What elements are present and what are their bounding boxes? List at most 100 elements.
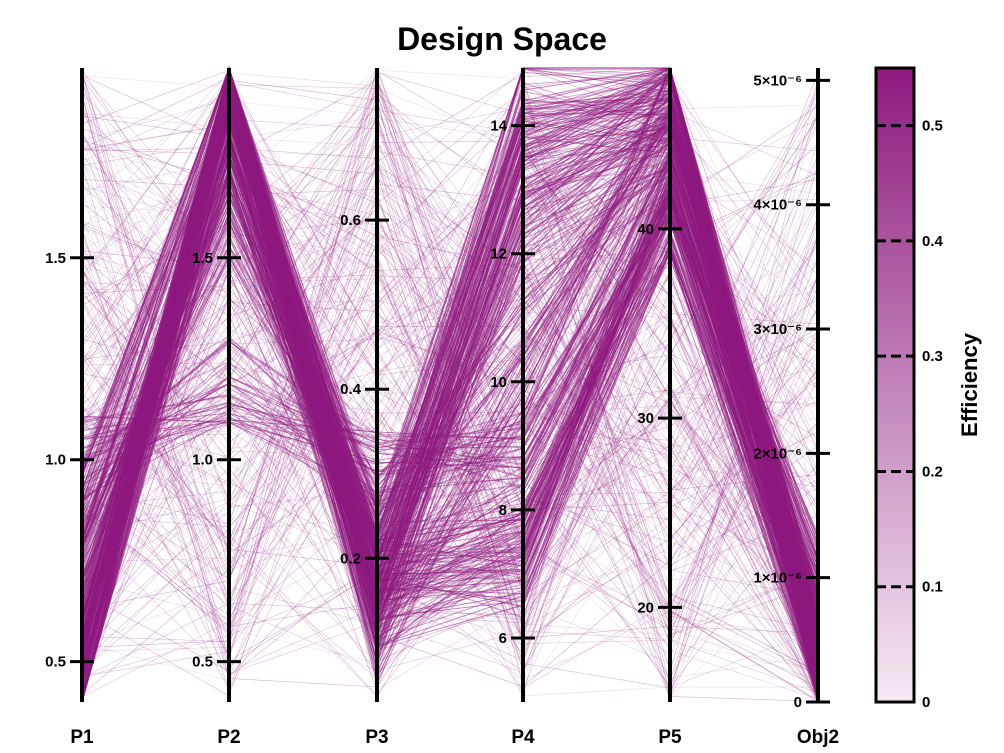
data-line xyxy=(81,72,819,582)
data-line xyxy=(81,72,819,580)
colorbar-gradient xyxy=(874,66,916,704)
data-line xyxy=(81,137,819,486)
data-line xyxy=(81,130,819,679)
data-line xyxy=(81,233,819,668)
tick-label: 20 xyxy=(637,599,654,616)
data-line xyxy=(81,193,819,561)
data-line xyxy=(81,139,819,681)
tick-label: 6 xyxy=(499,630,507,647)
data-line xyxy=(81,183,819,581)
data-line xyxy=(81,241,819,633)
data-line xyxy=(81,155,819,473)
data-line xyxy=(81,109,819,697)
data-line xyxy=(81,170,819,678)
data-line xyxy=(81,259,819,698)
data-line xyxy=(81,130,819,638)
data-line xyxy=(81,215,819,562)
colorbar-tick-label: 0.1 xyxy=(922,579,943,596)
colorbar-tick-label: 0 xyxy=(922,694,930,711)
data-line xyxy=(81,186,819,602)
tick-label: 12 xyxy=(490,246,507,263)
tick-label: 2×10⁻⁶ xyxy=(753,445,802,462)
data-line xyxy=(81,313,819,662)
data-line xyxy=(81,170,819,697)
data-line xyxy=(81,214,819,568)
data-line xyxy=(81,140,819,653)
data-line xyxy=(81,154,819,568)
data-line xyxy=(81,297,819,649)
data-line xyxy=(81,203,819,684)
data-line xyxy=(81,183,819,644)
data-line xyxy=(81,274,819,433)
data-line xyxy=(81,275,819,696)
data-line xyxy=(81,66,819,626)
colorbar: Efficiency 0 0.1 0.2 0.3 0.4 0.5 xyxy=(874,66,982,711)
data-line xyxy=(81,167,819,673)
data-line xyxy=(81,77,819,588)
data-line xyxy=(81,167,819,682)
data-line xyxy=(81,74,819,687)
data-line xyxy=(81,252,819,688)
data-line xyxy=(81,115,819,633)
data-line xyxy=(81,200,819,534)
data-line xyxy=(81,227,819,683)
data-line xyxy=(81,178,819,560)
data-line xyxy=(81,98,819,690)
data-line xyxy=(81,120,819,605)
data-line xyxy=(81,267,819,608)
data-line xyxy=(81,244,819,533)
data-line xyxy=(81,72,819,642)
data-line xyxy=(81,111,819,636)
data-line xyxy=(81,138,819,486)
colorbar-tick-label: 0.5 xyxy=(922,118,943,135)
data-line xyxy=(81,82,819,671)
data-line xyxy=(81,160,819,664)
data-line xyxy=(81,122,819,703)
axis-label-p1: P1 xyxy=(70,727,94,748)
data-line xyxy=(81,102,819,660)
data-line xyxy=(81,190,819,660)
data-line xyxy=(81,79,819,630)
colorbar-tick-label: 0.2 xyxy=(922,463,943,480)
data-line xyxy=(81,68,819,645)
data-line xyxy=(81,186,819,613)
tick-label: 1×10⁻⁶ xyxy=(753,570,802,587)
data-line xyxy=(81,88,819,633)
data-line xyxy=(81,116,819,638)
data-line xyxy=(81,245,819,692)
data-line xyxy=(81,78,819,649)
data-line xyxy=(81,239,819,697)
data-line xyxy=(81,140,819,626)
data-line xyxy=(81,300,819,664)
data-line xyxy=(81,75,819,677)
data-line xyxy=(81,117,819,697)
data-line xyxy=(81,93,819,567)
data-line xyxy=(81,189,819,699)
data-line xyxy=(81,85,819,672)
data-line xyxy=(81,198,819,643)
tick-label: 14 xyxy=(490,118,507,135)
data-line xyxy=(81,70,819,670)
data-line xyxy=(81,91,819,619)
axis-label-p2: P2 xyxy=(217,727,240,748)
data-line xyxy=(81,76,819,703)
data-line xyxy=(81,263,819,702)
data-line xyxy=(81,79,819,668)
data-line xyxy=(81,142,819,607)
data-line xyxy=(81,123,819,644)
data-line xyxy=(81,67,819,572)
data-line xyxy=(81,124,819,540)
data-line xyxy=(81,108,819,600)
tick-label: 5×10⁻⁶ xyxy=(753,72,802,89)
data-line xyxy=(81,231,819,619)
data-line xyxy=(81,72,819,661)
data-line xyxy=(81,129,819,635)
data-line xyxy=(81,229,819,678)
data-line xyxy=(81,80,819,649)
data-line xyxy=(81,117,819,578)
data-line xyxy=(81,177,819,695)
chart-title: Design Space xyxy=(397,21,607,57)
data-line xyxy=(81,67,819,698)
data-line xyxy=(81,280,819,647)
